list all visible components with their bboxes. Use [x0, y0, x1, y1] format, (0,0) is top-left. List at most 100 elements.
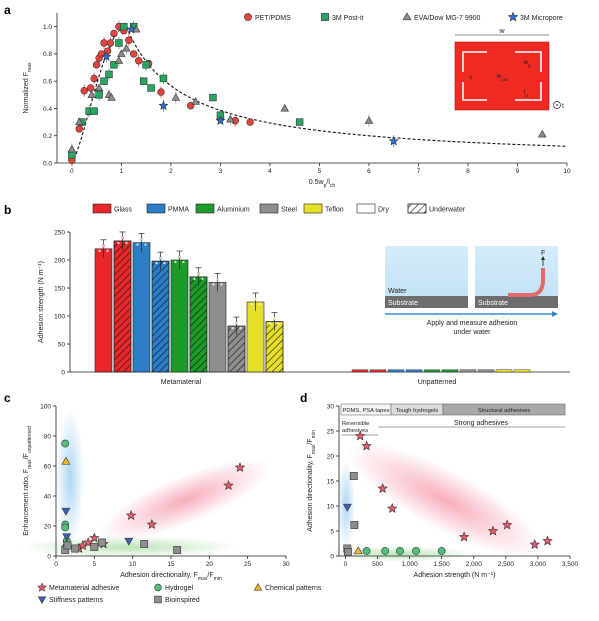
x-tick-label: 1,000 — [401, 561, 418, 568]
x-tick-label: 8 — [466, 168, 470, 175]
x-tick-label: 9 — [516, 168, 520, 175]
x-tick-label: 10 — [563, 168, 571, 175]
legend-label: Metamaterial adhesive — [49, 585, 120, 592]
bar-dot — [181, 260, 186, 264]
legend-label: Dry — [378, 207, 389, 214]
data-point-circle — [103, 47, 112, 55]
data-point-circle — [437, 547, 446, 555]
data-point-circle — [75, 125, 83, 133]
bar-unpatterned — [423, 369, 441, 373]
data-point-star — [125, 510, 137, 520]
x-tick-label: 0 — [70, 168, 74, 175]
y-axis-label: Enhancement ratio, Fmax/Funpatterned — [23, 426, 33, 536]
x-tick-label: 0 — [344, 561, 348, 568]
y-tick-label: 50 — [58, 341, 66, 348]
y-tick-label: 0 — [61, 369, 65, 376]
bar-dot — [143, 242, 148, 247]
x-tick-label: 2 — [169, 168, 173, 175]
bar-dot — [276, 321, 281, 326]
data-point-triangle — [75, 117, 84, 126]
bar-dot — [219, 282, 224, 287]
data-point-star — [158, 100, 169, 110]
bar-dot — [272, 316, 277, 321]
data-point-square — [90, 543, 99, 551]
legend-label: Aluminium — [217, 207, 250, 214]
y-tick-label: 150 — [54, 285, 65, 292]
x-tick-label: 2,500 — [498, 561, 515, 568]
bracket-label: adhesives — [342, 428, 368, 434]
data-point-square — [98, 538, 106, 547]
bar-dot — [120, 236, 125, 240]
data-point-circle — [90, 74, 98, 83]
legend-swatch — [259, 203, 279, 214]
bracket-label: Reversible — [342, 421, 369, 427]
material-band — [442, 403, 566, 416]
y-tick-label: 0.0 — [43, 160, 52, 167]
bar-dot — [154, 261, 159, 265]
x-tick-label: 0 — [54, 561, 58, 568]
y-tick-label: 0 — [330, 553, 334, 560]
data-point-circle — [381, 547, 390, 555]
bar-dot — [253, 297, 258, 301]
data-point-square — [110, 61, 118, 69]
y-tick-label: 80 — [44, 433, 52, 440]
bar-dot — [177, 255, 182, 259]
bar — [246, 301, 265, 373]
bar-dot — [105, 249, 110, 253]
x-axis-label: 0.5wp/lch — [309, 179, 336, 189]
y-tick-label: 200 — [54, 257, 65, 264]
legend-marker — [37, 596, 47, 605]
bar-unpatterned — [351, 369, 369, 373]
bar — [170, 259, 189, 373]
bar-dot — [215, 277, 220, 282]
x-tick-label: 5 — [318, 168, 322, 175]
data-point-square — [115, 39, 123, 47]
bar-dot — [249, 302, 254, 306]
x-tick-label: 500 — [372, 561, 383, 568]
data-point-circle — [100, 39, 108, 47]
legend-marker — [154, 595, 162, 604]
legend-marker — [321, 13, 329, 21]
data-point-triangle-down — [342, 503, 352, 512]
data-point-square — [295, 118, 304, 126]
data-point-square — [349, 472, 358, 480]
fit-curve — [71, 25, 567, 164]
bar-dot — [257, 302, 262, 306]
data-point-square — [95, 91, 103, 99]
legend-swatch — [92, 203, 112, 214]
y-tick-label: 25 — [327, 428, 335, 435]
x-tick-label: 30 — [282, 561, 290, 568]
legend-label: Stiffness patterns — [49, 597, 103, 604]
bar-dot — [192, 277, 197, 281]
bar — [132, 242, 151, 373]
data-point-star — [234, 461, 246, 472]
data-point-square — [120, 22, 128, 31]
bar-unpatterned — [369, 369, 387, 373]
bar-unpatterned — [477, 369, 495, 373]
data-point-triangle — [107, 93, 116, 101]
data-point-star — [146, 519, 158, 529]
legend-label: Glass — [114, 207, 132, 214]
legend-label: PET/PDMS — [255, 15, 291, 22]
bar-dot — [97, 249, 102, 253]
y-axis-label: Adhesion strength (N m⁻¹) — [38, 261, 45, 343]
data-point-triangle — [537, 129, 547, 138]
x-tick-label: 5 — [93, 561, 97, 568]
inset-label-w: w — [498, 28, 505, 35]
data-point-star — [458, 531, 470, 542]
y-tick-label: 20 — [44, 523, 52, 530]
x-tick-label: 10 — [129, 561, 137, 568]
legend-marker — [37, 582, 47, 592]
data-point-star — [387, 503, 398, 513]
inset-cut — [462, 51, 487, 72]
legend-label: EVA/Dow MG-7 9900 — [414, 15, 481, 22]
data-point-circle — [134, 57, 143, 65]
inset-t-dot — [556, 104, 558, 106]
legend-swatch — [146, 203, 166, 214]
data-point-square — [173, 546, 182, 554]
data-point-triangle-down — [61, 507, 71, 516]
bar-dot — [173, 260, 178, 264]
legend-marker — [253, 582, 263, 591]
data-point-triangle — [122, 43, 131, 52]
bar-dot — [234, 321, 239, 325]
